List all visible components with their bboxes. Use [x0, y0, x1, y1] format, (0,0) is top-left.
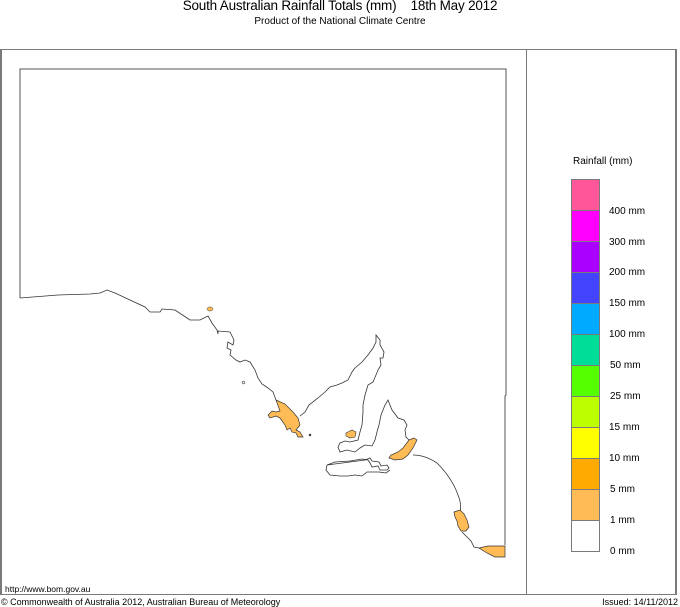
map-title: South Australian Rainfall Totals (mm) 18…	[182, 0, 498, 13]
legend-label-0: 0 mm	[610, 546, 635, 557]
legend-label-50: 50 mm	[610, 360, 641, 371]
legend-label-300: 300 mm	[609, 237, 646, 248]
legend-label-150: 150 mm	[609, 298, 646, 309]
legend-label-25: 25 mm	[610, 391, 641, 402]
legend-label-10: 10 mm	[609, 453, 640, 464]
bom-url-link[interactable]: http://www.bom.gov.au	[5, 584, 91, 594]
rain-area-yorke-peninsula	[345, 429, 357, 439]
rain-area-west-island	[206, 306, 214, 312]
legend-swatch-5-10	[571, 458, 600, 489]
legend-label-100: 100 mm	[609, 329, 646, 340]
legend-divider	[526, 49, 527, 595]
legend-label-200: 200 mm	[609, 267, 646, 278]
coastline-yorke-peninsula	[337, 364, 410, 453]
map-subtitle: Product of the National Climate Centre	[254, 16, 426, 27]
rain-area-lower-south-east	[453, 509, 470, 532]
map-frame	[0, 49, 677, 595]
legend-swatch-10-15	[571, 427, 600, 458]
legend-swatch-over-400	[571, 179, 600, 210]
legend-label-1: 1 mm	[610, 515, 635, 526]
legend-label-5: 5 mm	[610, 484, 635, 495]
state-border	[19, 68, 507, 545]
legend-swatch-0-1	[571, 520, 600, 552]
legend-swatch-1-5	[571, 489, 600, 520]
legend-title: Rainfall (mm)	[573, 156, 633, 167]
issued-date: Issued: 14/11/2012	[602, 597, 678, 607]
copyright-notice: © Commonwealth of Australia 2012, Austra…	[1, 597, 281, 607]
legend-swatch-300-400	[571, 210, 600, 241]
coastline-spencer-west	[299, 333, 385, 417]
legend-label-15: 15 mm	[609, 422, 640, 433]
legend-swatch-150-200	[571, 272, 600, 303]
rain-area-eyre-peninsula	[267, 399, 304, 438]
kangaroo-island	[325, 457, 391, 477]
rain-area-mount-gambier	[478, 545, 506, 558]
legend-swatch-50-100	[571, 334, 600, 365]
coastline-coorong	[412, 454, 462, 513]
legend-swatch-200-300	[571, 241, 600, 272]
legend-swatch-100-150	[571, 303, 600, 334]
rainfall-legend-bar	[571, 179, 600, 552]
legend-label-400: 400 mm	[609, 206, 646, 217]
legend-swatch-15-25	[571, 396, 600, 427]
coastline-west	[19, 289, 277, 401]
legend-swatch-25-50	[571, 365, 600, 396]
rain-area-fleurieu-peninsula	[388, 437, 418, 461]
